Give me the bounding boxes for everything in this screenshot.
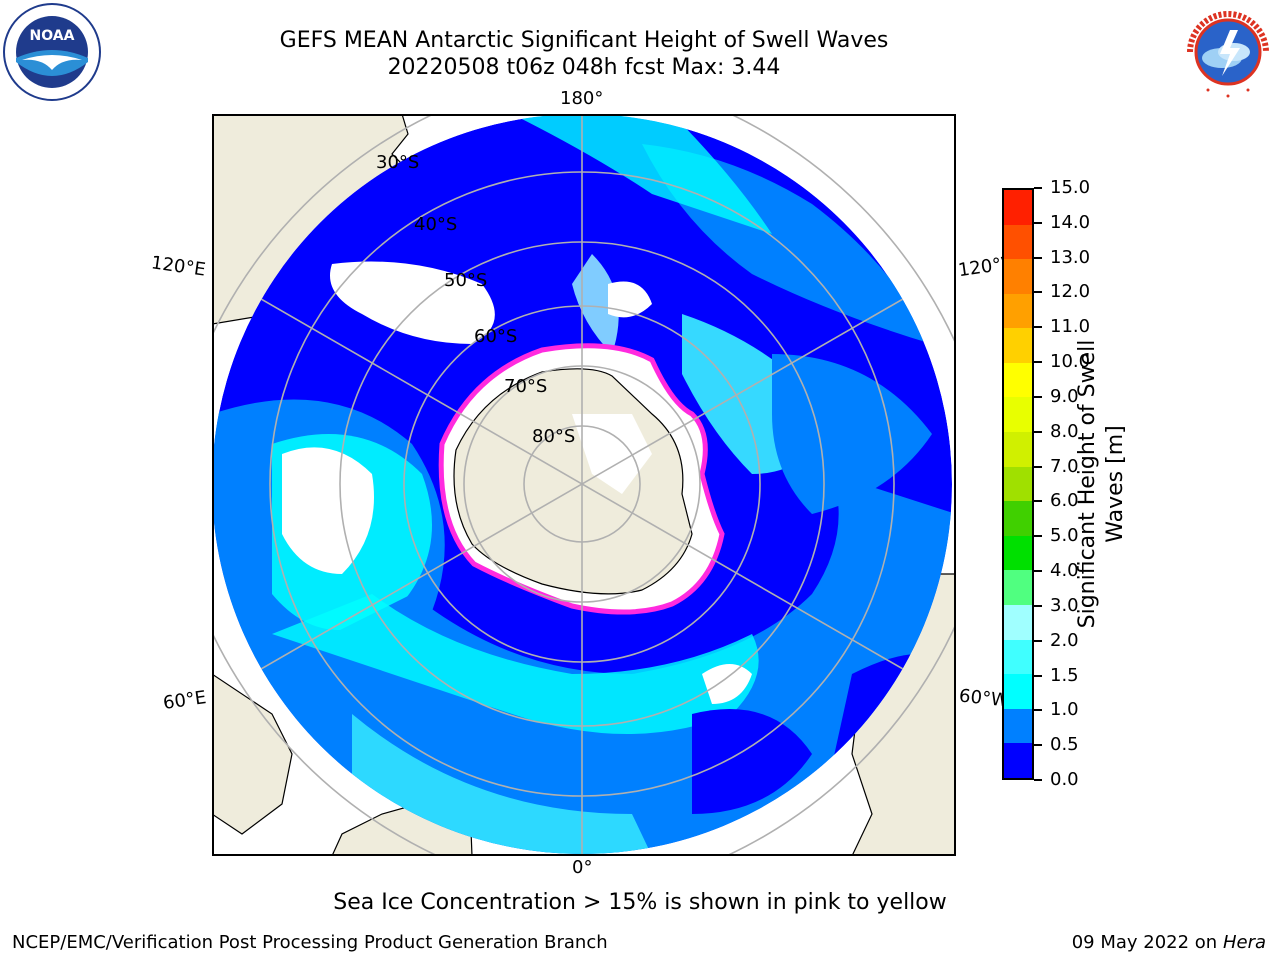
colorbar-tick-label: 10.0 [1050, 351, 1091, 373]
colorbar-tick-mark [1034, 187, 1042, 189]
colorbar-segment [1004, 639, 1032, 675]
colorbar-tick-label: 7.0 [1050, 455, 1079, 477]
footer-branch: NCEP/EMC/Verification Post Processing Pr… [12, 932, 608, 953]
colorbar-segment [1004, 189, 1032, 225]
colorbar-tick-label: 11.0 [1050, 316, 1091, 338]
colorbar-tick-mark [1034, 639, 1042, 642]
colorbar-tick-label: 9.0 [1050, 385, 1079, 407]
colorbar-tick-mark [1034, 500, 1042, 503]
colorbar-segment [1004, 743, 1032, 778]
sea-ice-note: Sea Ice Concentration > 15% is shown in … [333, 890, 947, 915]
colorbar-tick-label: 0.0 [1050, 769, 1079, 790]
colorbar-tick-label: 15.0 [1050, 177, 1091, 198]
colorbar-ticks: 0.0 0.5 1.0 1.5 2.0 3.0 4.0 5.0 6.0 7.0 8.0 9.0 10.0… [1034, 177, 1116, 790]
colorbar-tick-label: 1.0 [1050, 699, 1079, 721]
colorbar-segment [1004, 605, 1032, 640]
colorbar-tick-mark [1034, 779, 1042, 781]
footer-date: 09 May 2022 on Hera [1072, 932, 1266, 953]
polar-map: 30°S 40°S 50°S 60°S 70°S 80°S [212, 114, 956, 856]
colorbar-tick-label: 8.0 [1050, 420, 1079, 442]
lon-label-0: 0° [572, 857, 593, 878]
colorbar-tick-label: 2.0 [1050, 629, 1079, 651]
colorbar-tick-mark [1034, 395, 1042, 398]
colorbar-tick-label: 3.0 [1050, 594, 1079, 616]
colorbar-tick-label: 1.5 [1050, 664, 1079, 686]
lat-label-80s: 80°S [532, 426, 575, 447]
colorbar-tick-mark [1034, 291, 1042, 294]
colorbar-tick-label: 6.0 [1050, 490, 1079, 512]
colorbar-label-line1: Significant Height of Swell [1075, 339, 1100, 629]
lat-label-50s: 50°S [444, 270, 487, 291]
colorbar-tick-label: 0.5 [1050, 734, 1079, 756]
lon-label-180: 180° [560, 88, 604, 109]
lon-label-120e: 120°E [149, 252, 207, 281]
colorbar-tick-mark [1034, 465, 1042, 468]
colorbar-tick-mark [1034, 674, 1042, 677]
colorbar-tick-mark [1034, 221, 1042, 224]
chart-title-line1: GEFS MEAN Antarctic Significant Height o… [279, 28, 889, 53]
chart-title-line2: 20220508 t06z 048h fcst Max: 3.44 [387, 55, 781, 80]
colorbar-segment [1004, 224, 1032, 260]
colorbar-segment [1004, 293, 1032, 329]
footer-machine: Hera [1222, 932, 1266, 953]
colorbar [1002, 188, 1034, 780]
colorbar-segment [1004, 259, 1032, 294]
lat-label-30s: 30°S [376, 152, 419, 173]
colorbar-tick-mark [1034, 430, 1042, 433]
colorbar-segment [1004, 708, 1032, 744]
colorbar-tick-mark [1034, 709, 1042, 712]
noaa-logo-icon: NOAA [2, 2, 102, 102]
lon-label-60e: 60°E [161, 687, 208, 714]
lat-label-70s: 70°S [504, 376, 547, 397]
svg-text:NOAA: NOAA [30, 28, 75, 44]
footer-date-text: 09 May 2022 on [1071, 932, 1218, 953]
colorbar-tick-mark [1034, 604, 1042, 607]
colorbar-segment [1004, 535, 1032, 571]
colorbar-segment [1004, 362, 1032, 398]
colorbar-segment [1004, 466, 1032, 502]
colorbar-tick-mark [1034, 361, 1042, 364]
nws-logo-icon [1178, 2, 1278, 102]
colorbar-tick-mark [1034, 326, 1042, 329]
colorbar-label-line2: Waves [m] [1103, 425, 1128, 543]
lat-label-40s: 40°S [414, 214, 457, 235]
colorbar-tick-label: 5.0 [1050, 525, 1079, 547]
colorbar-tick-label: 12.0 [1050, 281, 1091, 303]
colorbar-tick-mark [1034, 256, 1042, 259]
colorbar-tick-label: 13.0 [1050, 246, 1091, 268]
colorbar-tick-mark [1034, 570, 1042, 573]
colorbar-segment [1004, 570, 1032, 606]
colorbar-segment [1004, 397, 1032, 433]
colorbar-tick-label: 14.0 [1050, 211, 1091, 233]
colorbar-tick-mark [1034, 744, 1042, 747]
colorbar-segment [1004, 432, 1032, 467]
lat-label-60s: 60°S [474, 326, 517, 347]
colorbar-segment [1004, 674, 1032, 709]
colorbar-tick-label: 4.0 [1050, 560, 1079, 582]
colorbar-segment [1004, 501, 1032, 536]
colorbar-tick-mark [1034, 535, 1042, 538]
colorbar-segment [1004, 328, 1032, 363]
